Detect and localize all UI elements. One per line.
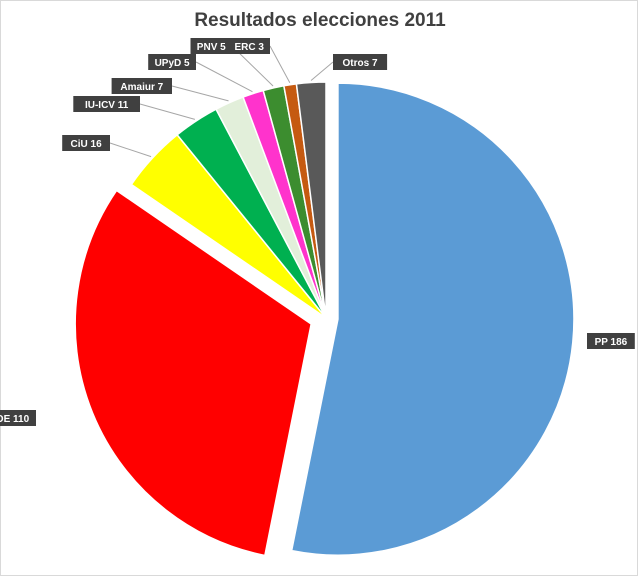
leader-line-iu-icv <box>139 103 196 120</box>
data-label-otros: Otros 7 <box>343 58 378 69</box>
leader-line-amaiur <box>171 85 229 102</box>
leader-line-erc <box>269 45 291 84</box>
label-box-ciu <box>62 135 110 151</box>
data-label-iu-icv: IU-ICV 11 <box>85 100 129 111</box>
data-label-pnv: PNV 5 <box>197 42 226 53</box>
pie-slice-psoe <box>74 189 313 557</box>
data-label-pp: PP 186 <box>595 337 628 348</box>
chart-title: Resultados elecciones 2011 <box>194 10 446 31</box>
data-label-psoe: PSOE 110 <box>0 414 30 425</box>
data-label-upyd: UPyD 5 <box>155 58 190 69</box>
label-box-iu-icv <box>73 96 140 112</box>
label-box-pnv <box>190 38 232 54</box>
leader-line-upyd <box>195 61 253 93</box>
pie-slice-pp <box>290 82 575 556</box>
label-box-erc <box>228 38 270 54</box>
label-box-upyd <box>148 54 196 70</box>
label-box-amaiur <box>111 78 172 94</box>
label-box-pp <box>587 333 635 349</box>
label-box-otros <box>333 54 388 70</box>
leader-line-otros <box>310 61 334 81</box>
pie-slices <box>74 81 575 557</box>
data-label-erc: ERC 3 <box>235 42 265 53</box>
label-box-psoe <box>0 410 37 426</box>
data-label-ciu: CiU 16 <box>71 139 103 150</box>
leader-line-ciu <box>109 142 152 158</box>
data-label-amaiur: Amaiur 7 <box>120 82 163 93</box>
pie-slice-otros <box>295 81 327 319</box>
pie-labels: PP 186 PSOE 110 CiU 16 IU-ICV 11 Amaiur 7 UPy… <box>0 38 635 426</box>
